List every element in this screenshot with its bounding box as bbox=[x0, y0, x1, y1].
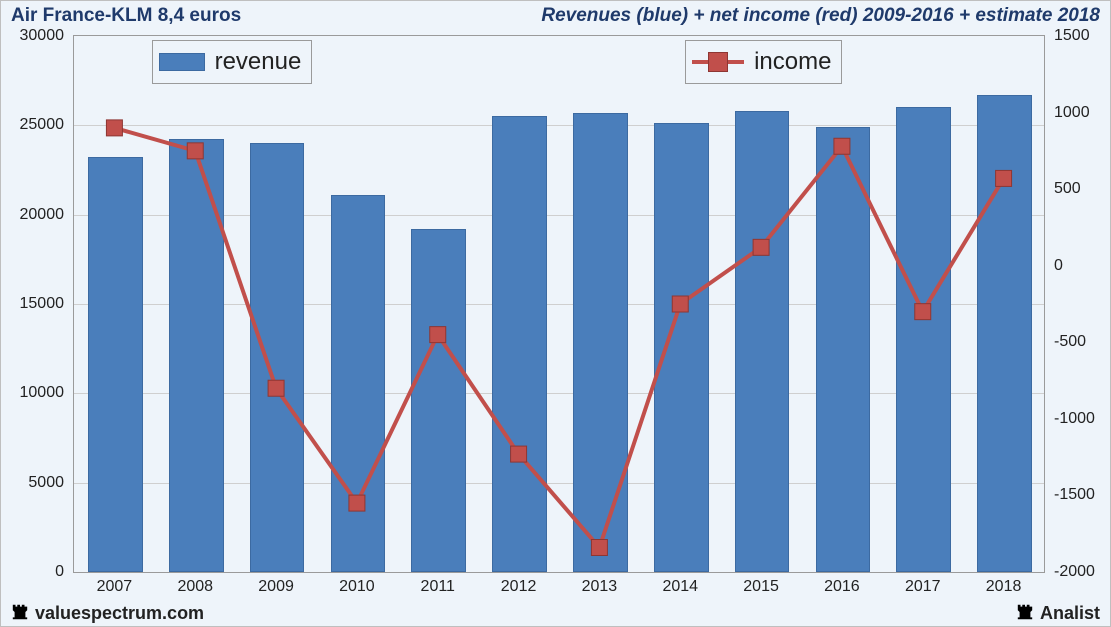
rook-icon bbox=[1016, 603, 1034, 621]
title-left: Air France-KLM 8,4 euros bbox=[11, 5, 241, 27]
footer-bar: valuespectrum.com Analist bbox=[1, 600, 1110, 626]
y-right-tick: 0 bbox=[1054, 257, 1063, 275]
income-marker bbox=[349, 495, 365, 511]
x-tick: 2016 bbox=[824, 578, 860, 596]
y-left-tick: 5000 bbox=[4, 474, 64, 492]
title-right: Revenues (blue) + net income (red) 2009-… bbox=[541, 5, 1100, 27]
y-left-tick: 10000 bbox=[4, 384, 64, 402]
y-left-tick: 25000 bbox=[4, 116, 64, 134]
income-line bbox=[114, 128, 1003, 548]
footer-right: Analist bbox=[1016, 603, 1100, 624]
x-tick: 2008 bbox=[177, 578, 213, 596]
y-right-tick: -1000 bbox=[1054, 410, 1095, 428]
income-marker bbox=[915, 304, 931, 320]
revenue-legend-swatch bbox=[159, 53, 205, 71]
income-marker bbox=[834, 138, 850, 154]
x-tick: 2014 bbox=[662, 578, 698, 596]
x-tick: 2009 bbox=[258, 578, 294, 596]
y-right-tick: -1500 bbox=[1054, 486, 1095, 504]
y-right-tick: -500 bbox=[1054, 333, 1086, 351]
income-line-layer bbox=[74, 36, 1044, 572]
x-tick: 2015 bbox=[743, 578, 779, 596]
y-left-tick: 0 bbox=[4, 563, 64, 581]
footer-left: valuespectrum.com bbox=[11, 603, 204, 624]
y-left-tick: 30000 bbox=[4, 27, 64, 45]
income-marker bbox=[753, 239, 769, 255]
revenue-legend: revenue bbox=[152, 40, 313, 84]
x-tick: 2007 bbox=[97, 578, 133, 596]
x-tick: 2018 bbox=[986, 578, 1022, 596]
x-tick: 2010 bbox=[339, 578, 375, 596]
rook-icon bbox=[11, 603, 29, 621]
chart-frame: Air France-KLM 8,4 euros Revenues (blue)… bbox=[0, 0, 1111, 627]
income-marker bbox=[511, 446, 527, 462]
income-marker bbox=[996, 170, 1012, 186]
income-legend-label: income bbox=[754, 48, 831, 76]
x-tick: 2017 bbox=[905, 578, 941, 596]
y-left-tick: 20000 bbox=[4, 206, 64, 224]
income-marker bbox=[187, 143, 203, 159]
income-marker bbox=[268, 380, 284, 396]
income-marker bbox=[106, 120, 122, 136]
income-legend-swatch bbox=[692, 50, 744, 74]
y-right-tick: 1000 bbox=[1054, 104, 1090, 122]
plot-area: 050001000015000200002500030000-2000-1500… bbox=[73, 35, 1045, 573]
revenue-legend-label: revenue bbox=[215, 48, 302, 76]
footer-left-text: valuespectrum.com bbox=[35, 603, 204, 623]
x-tick: 2013 bbox=[582, 578, 618, 596]
income-marker bbox=[591, 539, 607, 555]
y-left-tick: 15000 bbox=[4, 295, 64, 313]
footer-right-text: Analist bbox=[1040, 603, 1100, 623]
y-right-tick: 1500 bbox=[1054, 27, 1090, 45]
y-right-tick: 500 bbox=[1054, 180, 1081, 198]
y-right-tick: -2000 bbox=[1054, 563, 1095, 581]
title-bar: Air France-KLM 8,4 euros Revenues (blue)… bbox=[1, 1, 1110, 31]
income-legend: income bbox=[685, 40, 842, 84]
income-marker bbox=[672, 296, 688, 312]
x-tick: 2011 bbox=[421, 578, 455, 596]
income-marker bbox=[430, 327, 446, 343]
x-tick: 2012 bbox=[501, 578, 537, 596]
